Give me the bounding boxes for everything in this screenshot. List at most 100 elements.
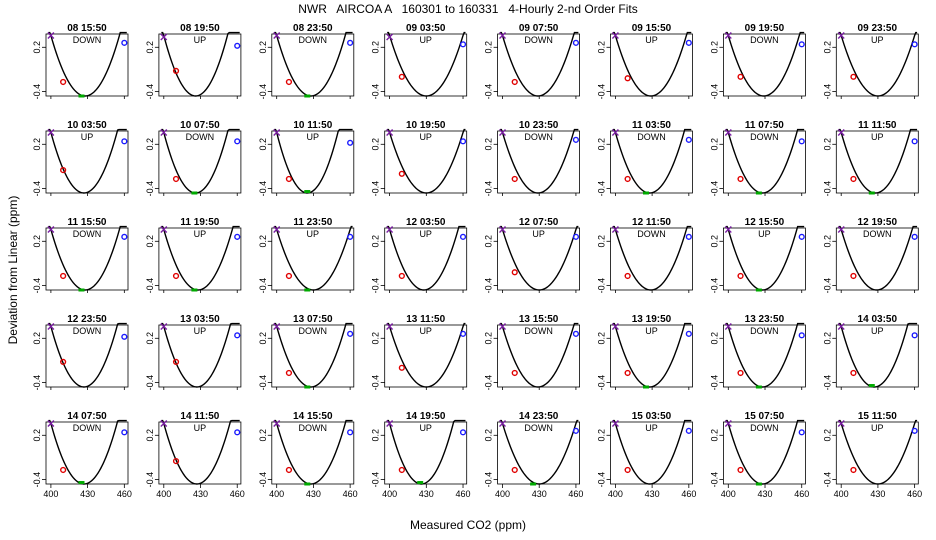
data-point-red xyxy=(850,466,857,474)
panel-direction: UP xyxy=(419,326,432,336)
y-tick-label: -0.4 xyxy=(371,278,381,294)
y-tick-label: -0.4 xyxy=(258,278,268,294)
fit-curve xyxy=(838,225,918,291)
y-tick-label: 0.2 xyxy=(822,138,832,151)
data-point-purple xyxy=(499,419,506,427)
data-point-red xyxy=(172,67,180,75)
data-point-green xyxy=(755,482,762,486)
data-point-green xyxy=(755,385,762,389)
data-point-blue xyxy=(911,233,918,240)
data-point-blue xyxy=(121,429,128,436)
panel-direction: UP xyxy=(419,423,432,433)
data-point-blue xyxy=(121,39,128,46)
panel-direction: DOWN xyxy=(73,326,102,336)
panel-direction: UP xyxy=(194,326,207,336)
y-tick-label: -0.4 xyxy=(32,278,42,294)
data-point-purple xyxy=(837,128,845,136)
y-tick-label: -0.4 xyxy=(484,472,494,488)
data-point-red xyxy=(850,175,857,183)
y-tick-label: -0.4 xyxy=(822,472,832,488)
data-point-red xyxy=(60,272,67,280)
panel-title: 13 23:50 xyxy=(745,314,785,325)
data-point-purple xyxy=(160,322,168,330)
panel-title: 13 19:50 xyxy=(632,314,672,325)
panel-title: 15 07:50 xyxy=(745,411,785,422)
x-tick-label: 460 xyxy=(456,489,471,499)
data-point-blue xyxy=(572,427,580,434)
fit-curve xyxy=(274,322,353,388)
data-point-purple xyxy=(273,128,281,136)
data-point-green xyxy=(755,288,762,292)
fit-curve xyxy=(725,322,805,388)
y-tick-label: -0.4 xyxy=(145,181,155,197)
data-point-green xyxy=(78,94,85,98)
panel-direction: UP xyxy=(871,132,884,142)
y-tick-label: 0.2 xyxy=(484,235,494,248)
fit-curve xyxy=(161,225,240,291)
panel-title: 11 19:50 xyxy=(180,217,219,228)
x-tick-label: 430 xyxy=(80,489,95,499)
panel-title: 12 07:50 xyxy=(519,217,559,228)
panel-title: 10 23:50 xyxy=(519,120,559,131)
y-tick-label: -0.4 xyxy=(822,84,832,100)
panel-title: 09 03:50 xyxy=(406,23,446,34)
panel-title: 13 11:50 xyxy=(406,314,445,325)
y-tick-label: 0.2 xyxy=(822,429,832,442)
data-point-green xyxy=(530,482,537,486)
data-point-blue xyxy=(459,429,467,436)
data-point-green xyxy=(191,191,198,195)
data-point-blue xyxy=(234,429,241,436)
data-point-red xyxy=(60,78,67,86)
panel-direction: DOWN xyxy=(750,423,779,433)
x-tick-label: 460 xyxy=(568,489,583,499)
fit-curve xyxy=(387,225,466,291)
data-point-green xyxy=(755,191,762,195)
data-point-red xyxy=(511,78,518,86)
data-point-red xyxy=(737,73,744,80)
panel-title: 14 11:50 xyxy=(180,411,219,422)
data-point-red xyxy=(850,369,857,377)
y-tick-label: 0.2 xyxy=(32,332,42,345)
y-tick-label: -0.4 xyxy=(709,84,719,100)
fit-curve xyxy=(48,322,127,388)
data-point-purple xyxy=(160,419,168,427)
data-point-blue xyxy=(572,39,580,46)
panel-title: 09 19:50 xyxy=(745,23,785,34)
data-point-blue xyxy=(798,233,805,240)
y-tick-label: -0.4 xyxy=(258,375,268,391)
data-point-green xyxy=(304,482,311,486)
data-point-red xyxy=(624,175,631,183)
data-point-green xyxy=(78,288,85,292)
data-point-red xyxy=(511,369,518,377)
panel-direction: UP xyxy=(871,326,884,336)
data-point-blue xyxy=(798,429,805,436)
data-point-purple xyxy=(386,419,394,427)
data-point-purple xyxy=(837,322,845,330)
panel-direction: UP xyxy=(419,35,432,45)
data-point-green xyxy=(868,384,875,388)
x-tick-label: 400 xyxy=(834,489,849,499)
data-point-purple xyxy=(273,31,281,39)
data-point-purple xyxy=(611,419,619,427)
panel-frame xyxy=(384,421,468,485)
y-tick-label: -0.4 xyxy=(709,181,719,197)
data-point-blue xyxy=(798,332,805,339)
data-point-purple xyxy=(160,225,168,233)
panel-title: 13 15:50 xyxy=(519,314,559,325)
data-point-purple xyxy=(724,322,732,330)
panel-title: 12 11:50 xyxy=(632,217,671,228)
fit-curve xyxy=(48,31,127,97)
x-axis-label: Measured CO2 (ppm) xyxy=(409,518,527,532)
panel-direction: DOWN xyxy=(750,35,779,45)
panel-title: 11 07:50 xyxy=(745,120,784,131)
y-tick-label: 0.2 xyxy=(145,138,155,151)
y-tick-label: -0.4 xyxy=(32,375,42,391)
fit-curve xyxy=(500,322,579,388)
panel-direction: UP xyxy=(307,132,320,142)
data-point-blue xyxy=(911,138,918,145)
fit-curve xyxy=(274,419,353,485)
y-tick-label: -0.4 xyxy=(145,375,155,391)
y-tick-label: -0.4 xyxy=(709,472,719,488)
data-point-green xyxy=(191,288,198,292)
fit-curve xyxy=(725,31,805,97)
